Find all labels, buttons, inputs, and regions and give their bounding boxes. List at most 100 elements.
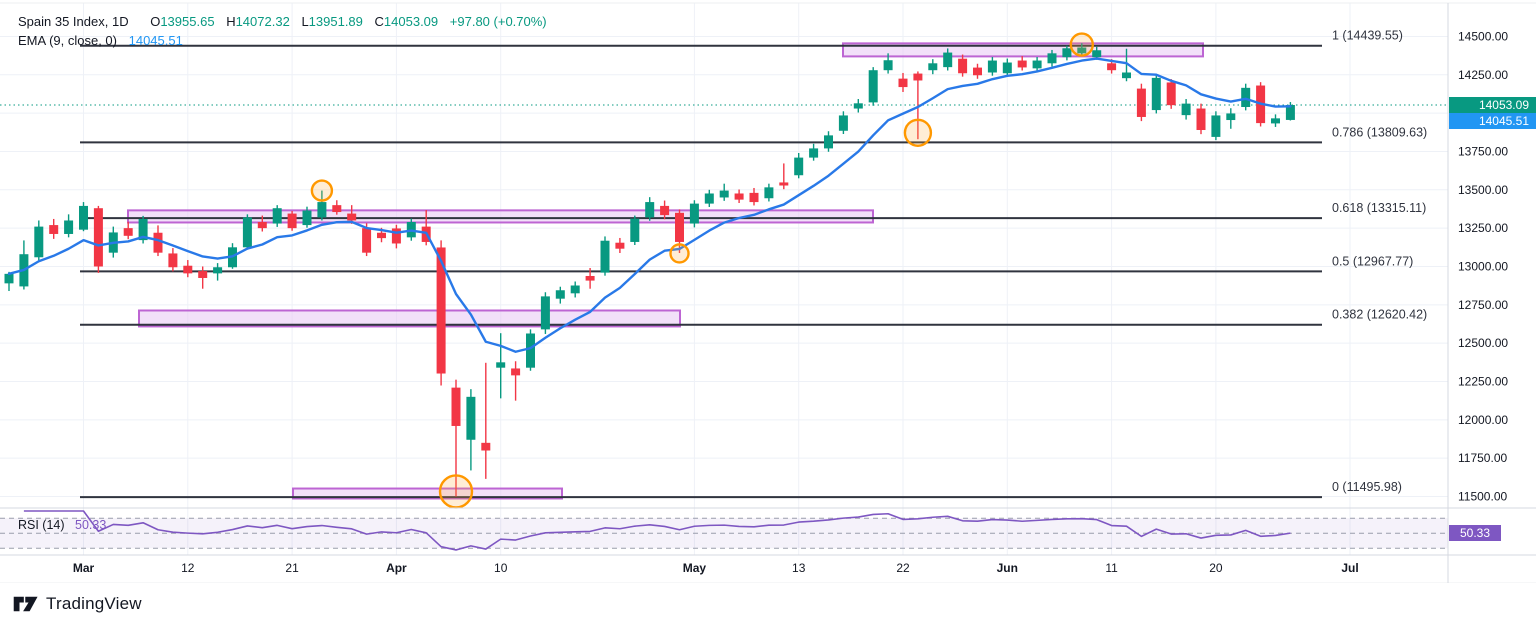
candle-body — [153, 232, 163, 253]
ema-price-badge: 14045.51 — [1449, 113, 1536, 129]
rsi-line[interactable] — [23, 510, 1291, 551]
symbol-legend-row[interactable]: Spain 35 Index, 1D O13955.65 H14072.32 L… — [18, 12, 547, 31]
candle — [1226, 108, 1236, 129]
high-label: H — [226, 14, 236, 29]
candle-body — [779, 182, 789, 186]
candle — [973, 63, 982, 79]
time-tick-label: 22 — [896, 561, 910, 575]
time-tick-label: Mar — [73, 561, 95, 575]
candle — [809, 143, 819, 161]
candle — [1241, 83, 1251, 111]
candle-body — [287, 213, 297, 229]
chart-legend: Spain 35 Index, 1D O13955.65 H14072.32 L… — [18, 12, 547, 50]
low-value: 13951.89 — [308, 14, 363, 29]
candle-body — [302, 210, 312, 226]
price-tick-label: 14250.00 — [1458, 68, 1508, 82]
supply-demand-zone[interactable] — [292, 487, 563, 500]
candle-body — [704, 193, 714, 204]
candle-body — [600, 240, 610, 273]
candle-body — [675, 212, 684, 242]
candle — [1136, 83, 1146, 122]
tradingview-logo-text: TradingView — [46, 594, 142, 613]
candle-body — [1271, 118, 1280, 124]
candle-body — [242, 217, 252, 248]
candle-body — [719, 190, 729, 198]
candle — [1271, 114, 1280, 127]
rsi-legend[interactable]: RSI (14) 50.33 — [18, 518, 106, 532]
candle — [824, 131, 833, 152]
candle-body — [868, 70, 878, 103]
candle-body — [943, 52, 953, 68]
candle-body — [1002, 62, 1012, 74]
highlight-circle[interactable] — [438, 474, 474, 509]
candle — [838, 111, 848, 134]
candle-body — [689, 203, 699, 224]
candle — [93, 205, 103, 273]
tradingview-logo[interactable]: TradingView — [13, 594, 142, 614]
candle-body — [585, 275, 595, 281]
highlight-circle[interactable] — [1069, 32, 1095, 57]
candle-body — [1226, 113, 1236, 121]
supply-demand-zone[interactable] — [127, 209, 874, 224]
candle-body — [838, 115, 848, 131]
candle-body — [1181, 103, 1191, 116]
candle-body — [809, 148, 819, 158]
time-tick-label: 20 — [1209, 561, 1223, 575]
candle-body — [391, 228, 401, 244]
price-chart-canvas[interactable]: 1 (14439.55) 0.786 (13809.63) 0.618 (13315… — [0, 0, 1536, 583]
candle-body — [824, 135, 833, 149]
candle — [79, 202, 88, 232]
candle-body — [168, 253, 178, 268]
time-tick-label: 12 — [181, 561, 195, 575]
candle-body — [630, 218, 640, 242]
candle-body — [1285, 104, 1295, 120]
candle — [332, 200, 342, 215]
candle — [764, 183, 774, 202]
rsi-value-badge: 50.33 — [1449, 525, 1501, 541]
candle — [391, 224, 401, 249]
time-tick-label: Jun — [997, 561, 1018, 575]
fib-level-label: 0.5 (12967.77) — [1332, 254, 1413, 268]
candle-body — [898, 78, 908, 88]
candle-body — [213, 267, 223, 274]
price-tick-label: 12750.00 — [1458, 298, 1508, 312]
ema-line[interactable] — [7, 57, 1292, 353]
candle — [630, 215, 640, 246]
rsi-indicator-label: RSI (14) — [18, 518, 65, 532]
candle-body — [1017, 60, 1027, 68]
symbol-title: Spain 35 Index, 1D — [18, 14, 129, 29]
candle-body — [987, 60, 997, 73]
candle — [34, 220, 44, 261]
candle — [183, 260, 193, 278]
candle — [987, 57, 997, 76]
candle-body — [853, 103, 863, 109]
candle-body — [496, 362, 506, 368]
highlight-circle[interactable] — [669, 243, 690, 264]
candle-body — [645, 202, 655, 218]
candle — [198, 266, 208, 289]
candle — [868, 67, 878, 106]
candle — [257, 215, 267, 232]
candle-body — [183, 265, 193, 274]
candle-body — [332, 205, 342, 213]
highlight-circle[interactable] — [903, 118, 933, 147]
ema-legend-row[interactable]: EMA (9, close, 0) 14045.51 — [18, 31, 547, 50]
candle-body — [4, 273, 14, 284]
candle-body — [749, 192, 759, 203]
candle-body — [555, 290, 565, 299]
candle — [555, 286, 565, 304]
candle — [496, 333, 506, 399]
time-tick-label: 13 — [792, 561, 806, 575]
candle — [123, 221, 133, 240]
time-tick-label: Jul — [1341, 561, 1358, 575]
candle-body — [511, 368, 521, 376]
candle-body — [526, 333, 535, 368]
candle — [302, 206, 312, 228]
candle — [734, 189, 744, 203]
candle-body — [257, 222, 267, 229]
candle-body — [362, 228, 372, 253]
candle — [1077, 43, 1087, 56]
price-tick-label: 12000.00 — [1458, 413, 1508, 427]
candle — [883, 53, 893, 74]
highlight-circle[interactable] — [310, 179, 334, 202]
